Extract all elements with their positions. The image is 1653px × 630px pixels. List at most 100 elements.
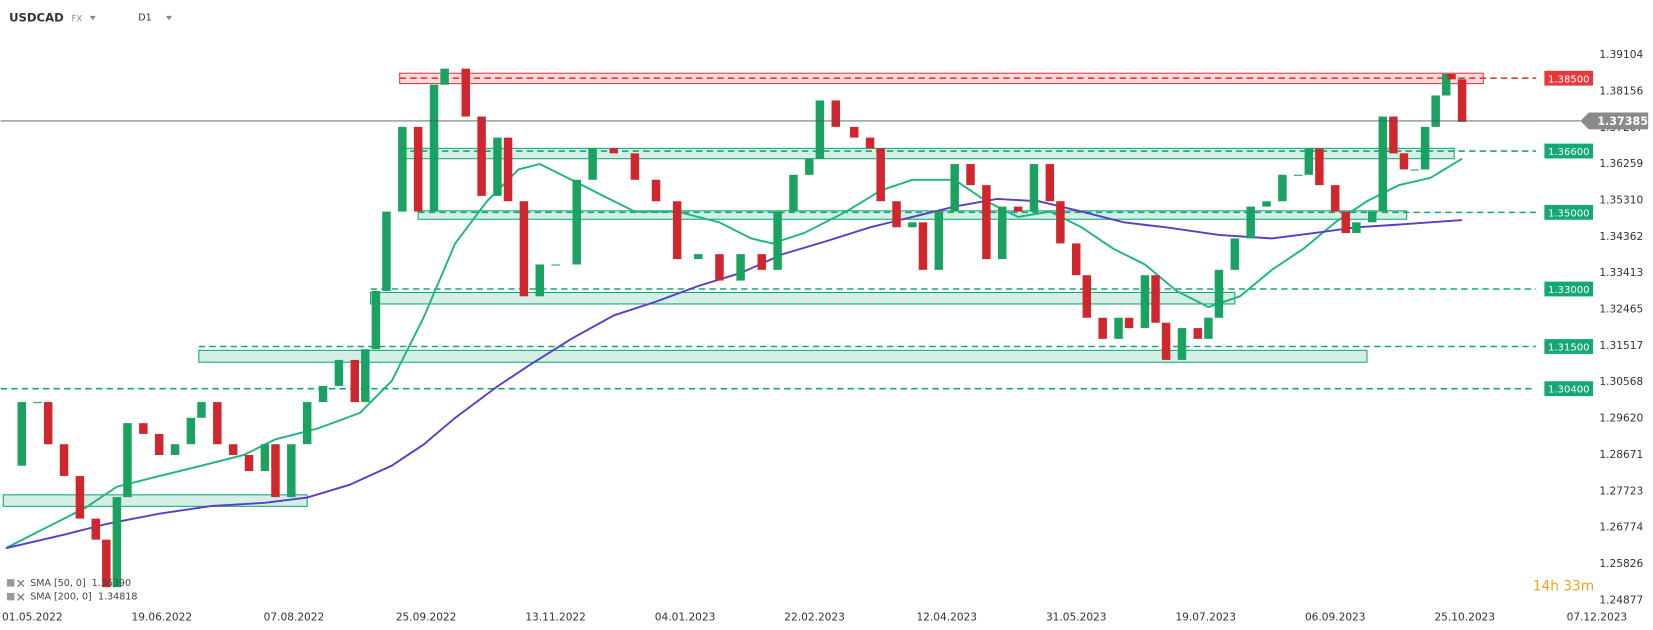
x-tick-label: 07.12.2023 [1567, 611, 1628, 623]
candle [186, 417, 196, 445]
candle [694, 254, 703, 260]
candle [815, 100, 825, 159]
candle [950, 164, 959, 212]
candle [982, 185, 991, 260]
candle [461, 68, 470, 117]
candle [43, 402, 53, 445]
level-zone [198, 349, 1368, 363]
x-tick-label: 01.05.2022 [2, 611, 63, 623]
candle [1420, 126, 1430, 170]
y-tick-label: 1.32465 [1599, 304, 1643, 316]
candle [271, 444, 280, 498]
countdown: 14h 33m [1533, 579, 1594, 595]
level-label: 1.33000 [1548, 285, 1590, 296]
x-tick-label: 19.06.2022 [132, 611, 193, 623]
level-label: 1.36600 [1548, 147, 1590, 158]
legend-remove [17, 593, 25, 601]
candle [440, 68, 449, 85]
level-label-box [1544, 281, 1594, 297]
candle [17, 402, 26, 466]
y-tick-label: 1.31517 [1599, 340, 1643, 352]
candle [102, 539, 111, 588]
candle [535, 264, 544, 297]
candle [1315, 148, 1324, 186]
candle [1204, 317, 1213, 339]
candle [736, 254, 745, 281]
candle [139, 423, 148, 434]
candle [112, 497, 122, 588]
legend-name: SMA [200, 0] [30, 592, 91, 603]
candle [1262, 201, 1271, 207]
symbol[interactable]: USDCAD [9, 10, 64, 24]
candle [1177, 328, 1187, 360]
candle [1056, 201, 1065, 244]
plot: 1.38500 1.36600 1.35000 1.33000 1.31500 1.304… [0, 49, 1649, 623]
x-tick-label: 22.02.2023 [784, 611, 845, 623]
x-tick-label: 19.07.2023 [1175, 611, 1236, 623]
candle [361, 349, 370, 403]
candle [1161, 322, 1171, 360]
y-tick-label: 1.30568 [1599, 376, 1643, 388]
candle [1072, 243, 1081, 276]
candle [1278, 174, 1287, 202]
candle [918, 222, 928, 270]
candle [302, 402, 312, 445]
legend-value: 1.36390 [92, 578, 131, 589]
candle [228, 444, 238, 455]
candle [1082, 275, 1092, 318]
candle [1389, 116, 1398, 154]
candle [334, 359, 344, 386]
candle [477, 116, 486, 196]
level-label: 1.30400 [1548, 385, 1590, 396]
candle [197, 402, 206, 418]
candle [75, 476, 85, 519]
candle [503, 137, 513, 202]
level-label: 1.31500 [1548, 343, 1590, 354]
y-tick-label: 1.38156 [1599, 85, 1643, 97]
symbol-dropdown[interactable] [89, 15, 96, 21]
interval[interactable]: D1 [138, 13, 151, 24]
candle [260, 444, 270, 472]
candle [865, 137, 875, 149]
candle [934, 211, 944, 270]
candle [1304, 148, 1314, 175]
legend-icon [6, 592, 15, 601]
candle [572, 179, 581, 265]
sma-line [5, 157, 1463, 550]
candle [805, 158, 814, 175]
level-zone [370, 291, 1236, 305]
level-label-box [1544, 381, 1594, 397]
candle [789, 174, 798, 212]
candle [1230, 238, 1240, 270]
x-tick-label: 25.10.2023 [1434, 611, 1495, 623]
legend-name: SMA [50, 0] [30, 578, 85, 589]
interval-dropdown[interactable] [165, 15, 173, 21]
level-label-box [1544, 143, 1594, 159]
candle [1246, 206, 1255, 239]
candle [493, 137, 502, 196]
candle [1352, 222, 1361, 234]
candle [1214, 269, 1224, 318]
y-tick-label: 1.29620 [1599, 413, 1643, 425]
y-tick-label: 1.24877 [1599, 594, 1643, 606]
candle [382, 211, 391, 291]
candle [609, 148, 618, 154]
y-tick-label: 1.39104 [1599, 49, 1643, 61]
last-price-label: 1.37385 [1597, 115, 1648, 128]
candle [1442, 73, 1451, 96]
candle [1151, 275, 1160, 323]
x-tick-label: 07.08.2022 [264, 611, 325, 623]
candle [429, 84, 439, 212]
candle [59, 444, 69, 477]
candle [318, 385, 328, 403]
candle [1013, 206, 1023, 212]
candle [1378, 116, 1388, 212]
candle [1140, 275, 1150, 329]
y-tick-label: 1.27723 [1599, 485, 1643, 497]
x-tick-label: 13.11.2022 [525, 611, 586, 623]
candle [1029, 164, 1039, 212]
x-tick-label: 31.05.2023 [1046, 611, 1107, 623]
candle [350, 359, 359, 403]
x-tick-label: 06.09.2023 [1305, 611, 1366, 623]
